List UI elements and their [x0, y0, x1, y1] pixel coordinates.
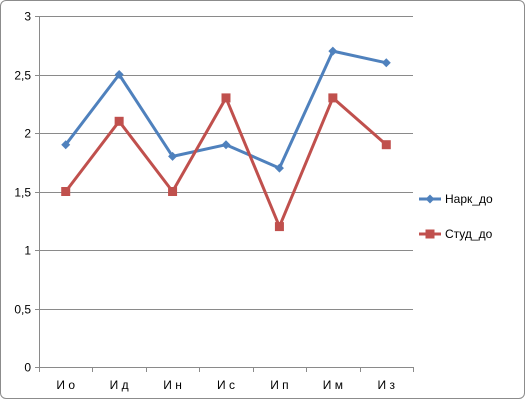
- legend-label: Студ_до: [445, 227, 493, 241]
- data-point: [381, 140, 391, 150]
- x-tick-label: И н: [163, 378, 182, 392]
- y-tick-label: 2,5: [14, 69, 31, 83]
- data-point: [328, 46, 338, 56]
- data-point: [381, 58, 391, 68]
- legend-item: Нарк_до: [419, 192, 493, 206]
- x-tick-label: И о: [56, 378, 75, 392]
- x-tick-label: И м: [323, 378, 343, 392]
- y-tick-label: 0,5: [14, 303, 31, 317]
- y-tick-label: 3: [24, 10, 31, 24]
- y-tick-label: 2: [24, 127, 31, 141]
- y-tick-label: 0: [24, 361, 31, 375]
- legend-marker: [425, 194, 435, 204]
- legend-marker: [425, 229, 435, 239]
- legend-label: Нарк_до: [445, 192, 493, 206]
- data-point: [114, 116, 124, 126]
- data-point: [61, 140, 71, 150]
- y-axis-ticks: 0 0,5 1 1,5 2 2,5 3: [14, 10, 31, 375]
- x-tick-label: И з: [378, 378, 396, 392]
- data-point: [221, 93, 231, 103]
- data-point: [221, 140, 231, 150]
- y-tick-label: 1: [24, 244, 31, 258]
- data-point: [274, 222, 284, 232]
- x-tick-label: И п: [270, 378, 288, 392]
- legend: Нарк_до Студ_до: [419, 192, 493, 241]
- x-tick-label: И с: [217, 378, 235, 392]
- x-tick-label: И д: [110, 378, 129, 392]
- legend-item: Студ_до: [419, 227, 493, 241]
- data-point: [168, 187, 178, 196]
- series-1: [61, 46, 391, 173]
- gridlines: [35, 16, 414, 372]
- series-2: [61, 93, 391, 232]
- series-layer: [61, 46, 391, 232]
- data-point: [61, 187, 71, 196]
- series-line: [64, 49, 388, 170]
- data-point: [328, 93, 338, 103]
- series-line: [64, 96, 388, 229]
- data-point: [274, 163, 284, 173]
- data-point: [168, 151, 178, 161]
- y-tick-label: 1,5: [14, 186, 31, 200]
- data-point: [114, 70, 124, 79]
